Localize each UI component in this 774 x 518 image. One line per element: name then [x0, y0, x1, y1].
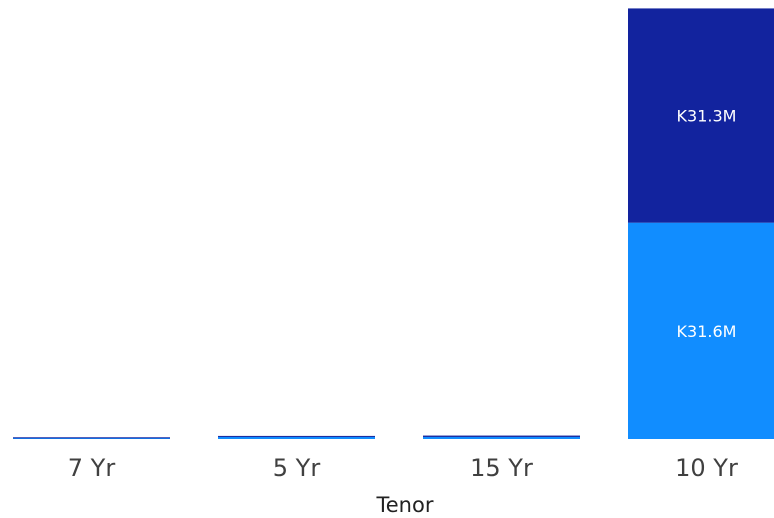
bar-segment [628, 222, 774, 439]
bar-segment [218, 436, 375, 439]
data-label: K31.6M [677, 322, 737, 341]
bar-segment [423, 435, 580, 437]
x-tick-labels-group: 7 Yr 5 Yr 15 Yr 10 Yr [68, 454, 738, 482]
bar-segment [13, 437, 170, 439]
x-axis-title: Tenor [376, 493, 434, 517]
segment-labels-group: K31.6M K31.3M [677, 107, 737, 341]
x-tick-label: 10 Yr [675, 454, 738, 482]
x-tick-label: 5 Yr [273, 454, 321, 482]
x-tick-label: 7 Yr [68, 454, 116, 482]
data-label: K31.3M [677, 107, 737, 126]
bar-segment [423, 436, 580, 439]
bar-segment [628, 8, 774, 223]
x-tick-label: 15 Yr [470, 454, 533, 482]
bar-segment [218, 435, 375, 437]
bar-segment [13, 437, 170, 439]
bars-group [13, 8, 774, 439]
